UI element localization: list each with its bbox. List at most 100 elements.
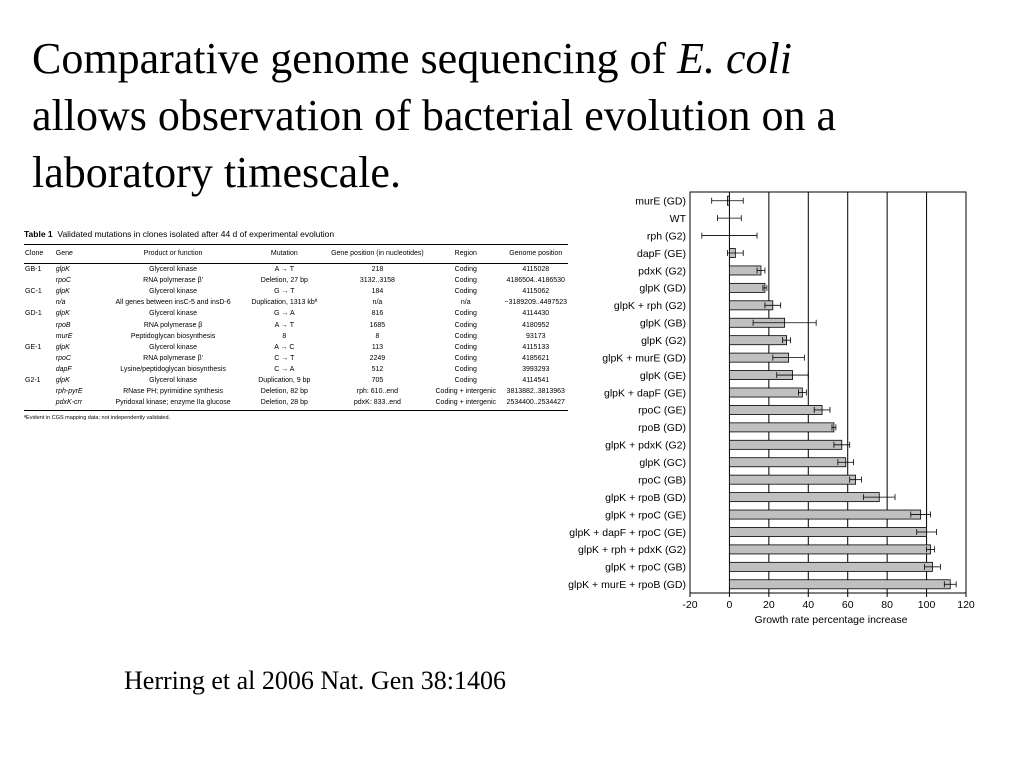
cell-clone <box>24 386 55 397</box>
cell-genome-position: 4115062 <box>522 288 550 296</box>
cell-genome-position: 4186504..4186530 <box>506 277 565 285</box>
cell-region: Coding + intergenic <box>428 397 504 412</box>
title-line-2: allows observation of bacterial evolutio… <box>32 91 836 140</box>
cell-product: RNase PH; pyrimidine synthesis <box>123 388 224 396</box>
category-label: glpK + rpoC (GB) <box>605 562 686 574</box>
cell-genome-position: 3993293 <box>522 365 550 373</box>
cell-genome-position: 4185621 <box>522 354 550 362</box>
cell-region: Coding <box>454 365 477 373</box>
cell-gene-position: pdxK: 833..end <box>326 397 429 412</box>
cell-mutation: 8 <box>282 332 287 340</box>
category-label: glpK (G2) <box>641 335 686 347</box>
cell-clone <box>24 320 55 331</box>
bar <box>729 405 823 415</box>
mutations-table-figure: Table 1 Validated mutations in clones is… <box>24 229 568 421</box>
cell-clone: GC-1 <box>25 288 42 296</box>
cell-genome-position: ~3189209..4497523 <box>504 299 567 307</box>
cell-region: n/a <box>460 299 471 307</box>
category-label: glpK + dapF (GE) <box>604 387 686 399</box>
cell-region: Coding <box>454 266 477 274</box>
cell-clone: G2-1 <box>25 377 41 385</box>
cell-clone <box>24 397 55 412</box>
bar <box>729 265 762 276</box>
table-row: rph-pyrE RNase PH; pyrimidine synthesis De… <box>24 386 568 397</box>
cell-clone: GB-1 <box>25 266 42 274</box>
bar <box>729 282 766 293</box>
cell-product: Peptidoglycan biosynthesis <box>130 332 216 340</box>
cell-gene: rpoB <box>55 321 71 329</box>
cell-clone <box>24 297 55 308</box>
cell-product: Glycerol kinase <box>149 343 197 351</box>
cell-gene: glpK <box>55 310 70 318</box>
category-label: glpK (GB) <box>640 318 686 330</box>
cell-gene: glpK <box>55 343 70 351</box>
x-tick-label: -20 <box>682 599 697 611</box>
cell-gene-position: 512 <box>371 365 384 373</box>
cell-region: Coding <box>454 354 477 362</box>
cell-region: Coding + intergenic <box>435 388 497 396</box>
category-label: glpK + rph (G2) <box>614 300 686 312</box>
category-label: glpK + rpoC (GE) <box>605 509 686 521</box>
table-row: G2-1 glpK Glycerol kinase Duplication, 9 bp… <box>24 375 568 386</box>
cell-gene-position: n/a <box>372 299 383 307</box>
cell-gene: rpoC <box>55 277 71 285</box>
cell-mutation: Duplication, 1313 kbª <box>251 299 318 307</box>
table-row: dapF Lysine/peptidoglycan biosynthesis C →… <box>24 364 568 375</box>
cell-gene: murE <box>55 332 73 340</box>
cell-product: Glycerol kinase <box>149 288 197 296</box>
column-header-clone: Clone <box>24 243 55 265</box>
x-tick-label: 0 <box>727 599 733 611</box>
bar <box>729 527 927 537</box>
cell-region: Coding <box>454 343 477 351</box>
category-label: glpK + pdxK (G2) <box>605 440 686 452</box>
category-label: rpoC (GB) <box>638 474 686 486</box>
table-row: GE-1 glpK Glycerol kinase A → C 113 Coding 411… <box>24 342 568 353</box>
cell-gene: pdxK-crr <box>54 397 105 412</box>
table-row: pdxK-crr Pyridoxal kinase; enzyme IIa glu… <box>24 397 568 412</box>
cell-product: Pyridoxal kinase; enzyme IIa glucose <box>104 397 242 412</box>
table-row: GC-1 glpK Glycerol kinase G → T 184 Coding 411… <box>24 286 568 297</box>
cell-region: Coding <box>454 310 477 318</box>
column-header-gene: Gene <box>54 243 105 265</box>
category-label: glpK + dapF + rpoC (GE) <box>569 527 686 539</box>
table-row: GB-1 glpK Glycerol kinase A → T 218 Coding 411… <box>24 264 568 276</box>
cell-region: Coding <box>454 377 477 385</box>
column-header-mutation: Mutation <box>241 243 327 265</box>
cell-gene-position: 1685 <box>369 321 386 329</box>
cell-genome-position: 2534400..2534427 <box>503 397 568 412</box>
cell-gene-position: rph: 610..end <box>356 388 399 396</box>
bar <box>729 509 922 520</box>
column-header-region: Region <box>428 243 504 265</box>
title-line-1: Comparative genome sequencing of E. coli <box>32 30 992 87</box>
cell-gene: n/a <box>55 299 66 307</box>
table-caption: Table 1 Validated mutations in clones is… <box>24 229 568 239</box>
cell-gene-position: 2249 <box>369 354 386 362</box>
table-row: GD-1 glpK Glycerol kinase G → A 816 Coding 411… <box>24 308 568 319</box>
cell-product: RNA polymerase β <box>143 321 203 329</box>
category-label: glpK (GC) <box>639 457 686 469</box>
column-header-gene-position: Gene position (in nucleotides) <box>326 243 429 265</box>
table-header-row: Clone Gene Product or function Mutation … <box>24 243 568 265</box>
bar <box>729 544 931 555</box>
cell-gene: rph-pyrE <box>55 388 83 396</box>
category-label: glpK + rpoB (GD) <box>605 492 686 504</box>
bar <box>729 579 951 590</box>
cell-mutation: Deletion, 27 bp <box>260 277 308 285</box>
cell-mutation: G → A <box>274 310 295 318</box>
cell-gene-position: 184 <box>371 288 384 296</box>
bar <box>729 422 835 433</box>
cell-product: Lysine/peptidoglycan biosynthesis <box>120 365 226 373</box>
cell-clone <box>24 364 55 375</box>
cell-genome-position: 4115028 <box>522 266 550 274</box>
bar <box>729 492 880 503</box>
bar <box>729 457 847 468</box>
category-label: glpK (GD) <box>639 283 686 295</box>
citation: Herring et al 2006 Nat. Gen 38:1406 <box>124 666 506 695</box>
cell-clone <box>24 353 55 364</box>
cell-genome-position: 93173 <box>526 332 546 340</box>
bar <box>729 474 856 485</box>
table-caption-text: Validated mutations in clones isolated a… <box>57 229 335 239</box>
mutations-table: Clone Gene Product or function Mutation … <box>24 243 568 412</box>
cell-genome-position: 4115133 <box>522 343 550 351</box>
cell-gene-position: 8 <box>375 332 380 340</box>
